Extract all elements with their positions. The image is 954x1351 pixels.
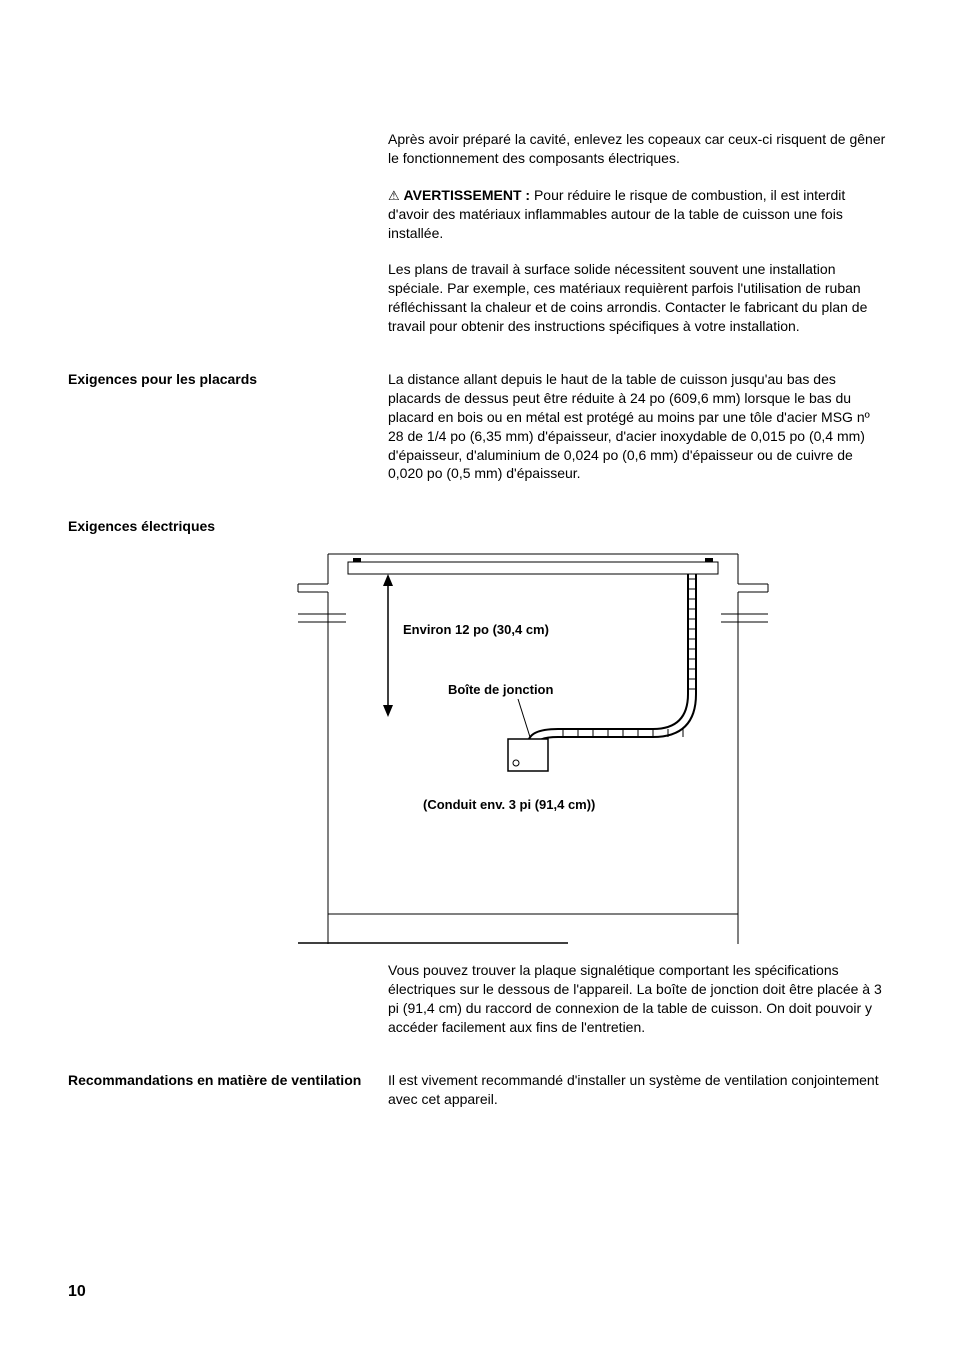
cabinets-block: Exigences pour les placards La distance … (68, 370, 886, 501)
diagram-label-conduit: (Conduit env. 3 pi (91,4 cm)) (423, 797, 595, 812)
electrical-empty (388, 517, 886, 536)
empty-label (68, 130, 388, 354)
ventilation-text: Il est vivement recommandé d'installer u… (388, 1071, 886, 1109)
electrical-label-row: Exigences électriques (68, 517, 886, 536)
junction-box-icon (508, 739, 548, 771)
electrical-diagram: Environ 12 po (30,4 cm) (258, 544, 886, 949)
intro-block: Après avoir préparé la cavité, enlevez l… (68, 130, 886, 354)
diagram-svg: Environ 12 po (30,4 cm) (258, 544, 778, 944)
ventilation-label: Recommandations en matière de ventilatio… (68, 1071, 388, 1127)
warning-label: AVERTISSEMENT : (404, 187, 531, 203)
intro-warning: ⚠ AVERTISSEMENT : Pour réduire le risque… (388, 186, 886, 243)
electrical-text-row: Vous pouvez trouver la plaque signalétiq… (68, 961, 886, 1055)
electrical-content: Vous pouvez trouver la plaque signalétiq… (388, 961, 886, 1055)
conduit-icon (528, 574, 696, 754)
diagram-label-junction: Boîte de jonction (448, 682, 554, 697)
intro-para1: Après avoir préparé la cavité, enlevez l… (388, 130, 886, 168)
cabinets-text: La distance allant depuis le haut de la … (388, 370, 886, 483)
empty-label-2 (68, 961, 388, 1055)
ventilation-block: Recommandations en matière de ventilatio… (68, 1071, 886, 1127)
electrical-label: Exigences électriques (68, 517, 388, 536)
warning-triangle-icon: ⚠ (388, 187, 400, 205)
page-number: 10 (68, 1283, 86, 1301)
intro-content: Après avoir préparé la cavité, enlevez l… (388, 130, 886, 354)
cabinets-content: La distance allant depuis le haut de la … (388, 370, 886, 501)
cabinets-label: Exigences pour les placards (68, 370, 388, 501)
diagram-label-12in: Environ 12 po (30,4 cm) (403, 622, 549, 637)
ventilation-content: Il est vivement recommandé d'installer u… (388, 1071, 886, 1127)
electrical-text: Vous pouvez trouver la plaque signalétiq… (388, 961, 886, 1037)
intro-para3: Les plans de travail à surface solide né… (388, 260, 886, 336)
